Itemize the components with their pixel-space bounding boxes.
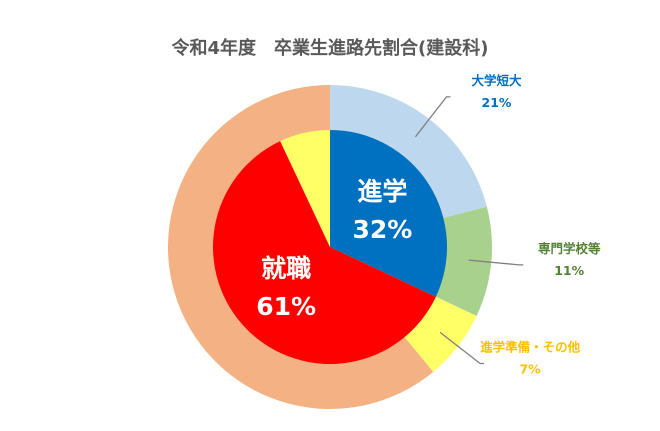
inner-value-0: 32% — [352, 215, 412, 244]
chart-labels: 進学 32% 就職 61% 大学短大 21% 専門学校等 11% 進学準備・その他 7% — [256, 73, 601, 377]
inner-value-1: 61% — [256, 292, 316, 321]
inner-slice-1 — [212, 141, 436, 365]
inner-ring — [212, 130, 447, 365]
inner-label-0: 進学 — [357, 177, 407, 206]
inner-label-1: 就職 — [261, 254, 311, 283]
leader-line-1 — [468, 259, 524, 266]
outer-value-0: 21% — [482, 95, 512, 110]
leader-line-0 — [414, 96, 451, 138]
outer-value-1: 11% — [554, 263, 584, 278]
outer-label-0: 大学短大 — [471, 73, 522, 88]
outer-value-2: 7% — [519, 362, 541, 377]
leader-line-2 — [439, 331, 485, 365]
outer-label-1: 専門学校等 — [538, 241, 601, 256]
inner-slice-0 — [330, 130, 447, 297]
chart-title: 令和4年度 卒業生進路先割合(建設科) — [171, 37, 489, 59]
outer-label-2: 進学準備・その他 — [480, 340, 581, 355]
inner-slice-2 — [280, 130, 330, 247]
